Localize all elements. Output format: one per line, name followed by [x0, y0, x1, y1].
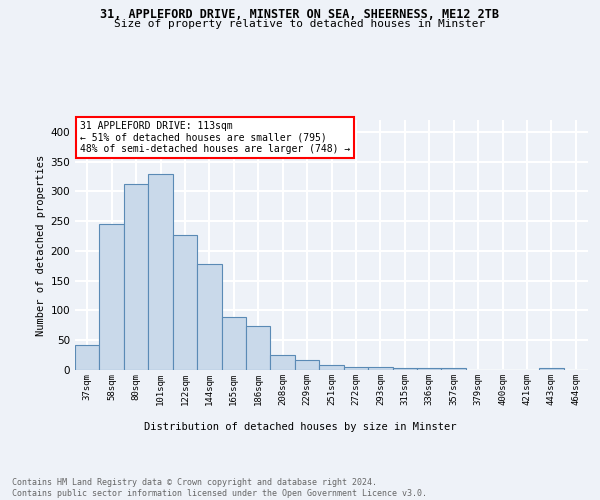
Bar [173, 235, 197, 370]
Bar [271, 354, 295, 370]
Y-axis label: Number of detached properties: Number of detached properties [36, 154, 46, 336]
Bar [100, 224, 124, 370]
Bar [344, 367, 368, 370]
Text: Distribution of detached houses by size in Minster: Distribution of detached houses by size … [144, 422, 456, 432]
Bar [148, 174, 173, 370]
Text: Size of property relative to detached houses in Minster: Size of property relative to detached ho… [115, 19, 485, 29]
Text: 31 APPLEFORD DRIVE: 113sqm
← 51% of detached houses are smaller (795)
48% of sem: 31 APPLEFORD DRIVE: 113sqm ← 51% of deta… [80, 121, 350, 154]
Bar [368, 367, 392, 370]
Bar [75, 345, 100, 370]
Bar [417, 368, 442, 370]
Bar [539, 368, 563, 370]
Bar [442, 368, 466, 370]
Bar [246, 326, 271, 370]
Bar [124, 184, 148, 370]
Bar [319, 364, 344, 370]
Text: Contains HM Land Registry data © Crown copyright and database right 2024.
Contai: Contains HM Land Registry data © Crown c… [12, 478, 427, 498]
Text: 31, APPLEFORD DRIVE, MINSTER ON SEA, SHEERNESS, ME12 2TB: 31, APPLEFORD DRIVE, MINSTER ON SEA, SHE… [101, 8, 499, 20]
Bar [221, 317, 246, 370]
Bar [392, 368, 417, 370]
Bar [295, 360, 319, 370]
Bar [197, 264, 221, 370]
